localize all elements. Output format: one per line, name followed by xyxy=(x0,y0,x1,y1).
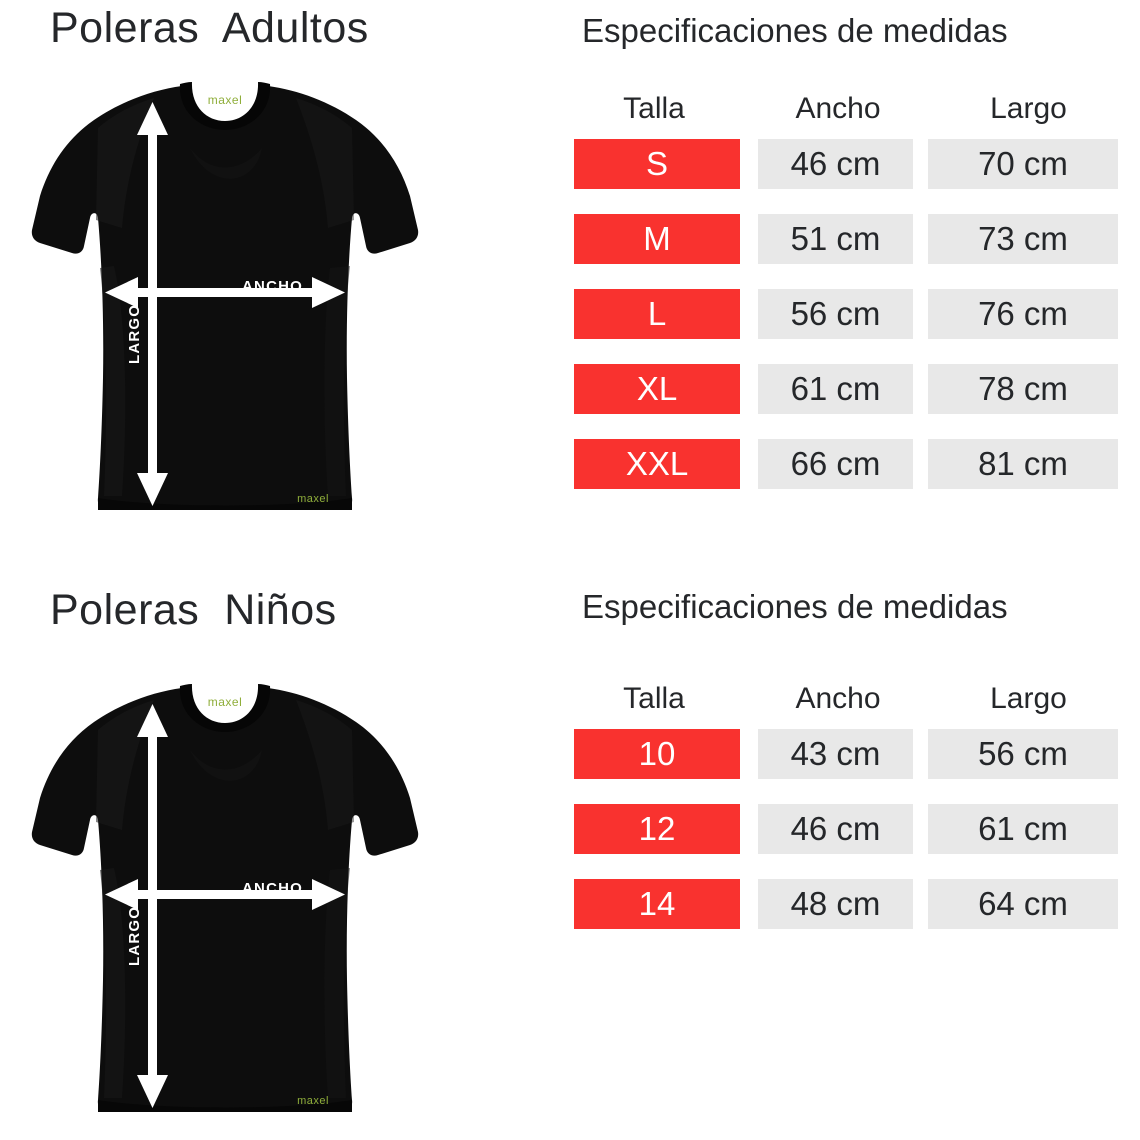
length-value: 64 cm xyxy=(928,878,1118,929)
tshirt-diagram-ninos: maxel maxel ANCHO LARGO xyxy=(30,680,420,1120)
length-value: 61 cm xyxy=(928,803,1118,854)
ancho-measure-arrow xyxy=(105,277,345,308)
ancho-label: ANCHO xyxy=(242,278,303,295)
largo-measure-arrow xyxy=(137,704,168,1108)
table-row: XL 61 cm 78 cm xyxy=(568,351,1124,426)
table-row: 10 43 cm 56 cm xyxy=(568,716,1124,791)
length-value: 78 cm xyxy=(928,363,1118,414)
width-value: 46 cm xyxy=(758,803,913,854)
ancho-label: ANCHO xyxy=(242,880,303,897)
column-header-largo: Largo xyxy=(990,92,1067,125)
width-value: 48 cm xyxy=(758,878,913,929)
tshirt-diagram-adultos: maxel maxel ANCHO LARGO xyxy=(30,78,420,518)
length-value: 56 cm xyxy=(928,728,1118,779)
length-value: 76 cm xyxy=(928,288,1118,339)
width-value: 61 cm xyxy=(758,363,913,414)
shirt-illustration-column-ninos: Poleras Niños maxel maxel xyxy=(0,570,560,1140)
width-value: 51 cm xyxy=(758,213,913,264)
brand-logo-collar: maxel xyxy=(208,695,243,709)
table-row: 12 46 cm 61 cm xyxy=(568,791,1124,866)
page-title-adultos: Poleras Adultos xyxy=(50,4,369,52)
largo-label: LARGO xyxy=(126,905,143,966)
table-row: M 51 cm 73 cm xyxy=(568,201,1124,276)
size-badge: L xyxy=(574,288,740,339)
brand-logo-collar: maxel xyxy=(208,93,243,107)
size-badge: XXL xyxy=(574,438,740,489)
largo-measure-arrow xyxy=(137,102,168,506)
table-row: S 46 cm 70 cm xyxy=(568,126,1124,201)
width-value: 46 cm xyxy=(758,138,913,189)
spec-table-title-ninos: Especificaciones de medidas xyxy=(582,588,1008,625)
width-value: 43 cm xyxy=(758,728,913,779)
brand-logo-hem: maxel xyxy=(297,1095,329,1107)
brand-logo-hem: maxel xyxy=(297,493,329,505)
size-badge: 12 xyxy=(574,803,740,854)
spec-table-title-adultos: Especificaciones de medidas xyxy=(582,12,1008,49)
size-table-ninos: Talla Ancho Largo 10 43 cm 56 cm 12 46 c… xyxy=(568,670,1124,941)
spec-table-column-adultos: Especificaciones de medidas Talla Ancho … xyxy=(560,0,1140,570)
tshirt-icon: maxel maxel xyxy=(31,82,419,510)
column-header-largo: Largo xyxy=(990,682,1067,715)
column-header-ancho: Ancho xyxy=(795,92,881,125)
size-section-ninos: Poleras Niños maxel maxel xyxy=(0,570,1140,1140)
length-value: 73 cm xyxy=(928,213,1118,264)
column-header-talla: Talla xyxy=(623,92,685,125)
size-badge: XL xyxy=(574,363,740,414)
table-row: 14 48 cm 64 cm xyxy=(568,866,1124,941)
size-badge: S xyxy=(574,138,740,189)
table-row: L 56 cm 76 cm xyxy=(568,276,1124,351)
width-value: 56 cm xyxy=(758,288,913,339)
tshirt-icon: maxel maxel xyxy=(31,684,419,1112)
column-header-talla: Talla xyxy=(623,682,685,715)
page-title-ninos: Poleras Niños xyxy=(50,586,337,634)
table-header-row: Talla Ancho Largo xyxy=(568,80,1124,126)
table-header-row: Talla Ancho Largo xyxy=(568,670,1124,716)
width-value: 66 cm xyxy=(758,438,913,489)
length-value: 70 cm xyxy=(928,138,1118,189)
size-badge: 14 xyxy=(574,878,740,929)
size-table-adultos: Talla Ancho Largo S 46 cm 70 cm M 51 cm … xyxy=(568,80,1124,501)
largo-label: LARGO xyxy=(126,303,143,364)
ancho-measure-arrow xyxy=(105,879,345,910)
spec-table-column-ninos: Especificaciones de medidas Talla Ancho … xyxy=(560,570,1140,1140)
size-badge: 10 xyxy=(574,728,740,779)
shirt-illustration-column-adultos: Poleras Adultos maxel maxel xyxy=(0,0,560,570)
column-header-ancho: Ancho xyxy=(795,682,881,715)
size-badge: M xyxy=(574,213,740,264)
table-row: XXL 66 cm 81 cm xyxy=(568,426,1124,501)
length-value: 81 cm xyxy=(928,438,1118,489)
size-section-adultos: Poleras Adultos maxel maxel xyxy=(0,0,1140,570)
